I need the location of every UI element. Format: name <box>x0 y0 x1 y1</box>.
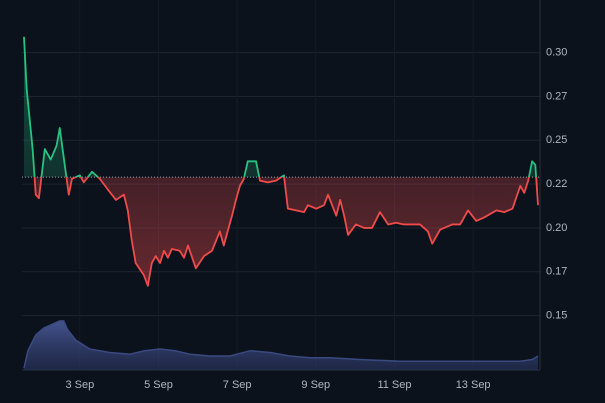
volume-line <box>23 320 539 369</box>
y-tick-label: 0.25 <box>546 134 567 146</box>
area-down <box>34 177 539 286</box>
x-tick-label: 13 Sep <box>456 379 491 391</box>
area-up <box>23 36 539 178</box>
x-tick-label: 3 Sep <box>65 379 94 391</box>
y-tick-label: 0.17 <box>546 266 567 278</box>
y-tick-label: 0.22 <box>546 178 567 190</box>
price-line-down <box>33 177 539 287</box>
price-line-up <box>23 36 538 178</box>
y-tick-label: 0.27 <box>546 90 567 102</box>
x-tick-label: 5 Sep <box>144 379 173 391</box>
x-tick-label: 11 Sep <box>377 379 411 391</box>
y-tick-label: 0.30 <box>546 47 567 59</box>
x-tick-label: 7 Sep <box>223 379 252 391</box>
y-tick-label: 0.15 <box>546 310 567 322</box>
volume-area <box>23 320 539 370</box>
x-tick-label: 9 Sep <box>301 379 330 391</box>
y-tick-label: 0.20 <box>546 222 567 234</box>
